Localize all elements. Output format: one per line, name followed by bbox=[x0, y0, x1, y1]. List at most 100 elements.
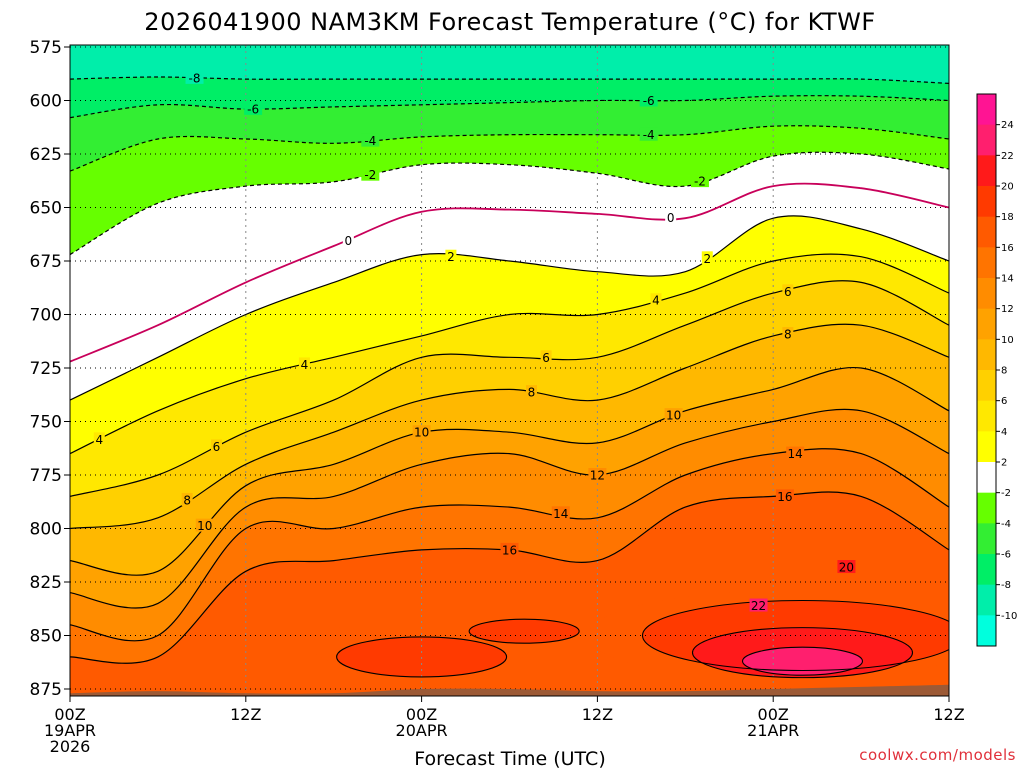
isotherm-label-bg-21 bbox=[412, 425, 431, 439]
warm-isotherm-2 bbox=[641, 599, 949, 672]
isotherm-label-9: 2 bbox=[447, 250, 455, 264]
isotherm-label-28: 20 bbox=[839, 561, 854, 575]
y-tick-label-5: 700 bbox=[30, 306, 62, 326]
y-tick-label-4: 675 bbox=[30, 252, 62, 272]
colorbar-label-3: 18 bbox=[1001, 212, 1014, 223]
isotherm-label-bg-0 bbox=[185, 70, 204, 84]
isotherm-label-20: 10 bbox=[197, 519, 212, 533]
colorbar-legend: 24 22 20 18 16 14 12 10 8 6 4 2 -2 -4 -6 -8 -10 bbox=[976, 93, 1017, 647]
isotherm-label-29: 22 bbox=[751, 599, 766, 613]
terrain-surface bbox=[70, 684, 949, 696]
colorbar-label-10: 4 bbox=[1001, 427, 1007, 438]
isotherm-label-bg-10 bbox=[701, 251, 713, 265]
isotherm-8 bbox=[70, 323, 949, 530]
isotherm-label-bg-29 bbox=[749, 598, 768, 612]
isotherm-label-bg-18 bbox=[525, 385, 537, 399]
y-tick-label-6: 725 bbox=[30, 359, 62, 379]
y-tick-label-3: 650 bbox=[30, 199, 62, 219]
isotherm--8 bbox=[70, 76, 949, 84]
isotherm-label-16: 6 bbox=[784, 285, 792, 299]
isotherm-label-4: -4 bbox=[643, 128, 655, 142]
y-tick-label-1: 600 bbox=[30, 92, 62, 112]
isotherm-label-26: 16 bbox=[502, 543, 517, 557]
isotherm-label-6: -2 bbox=[694, 175, 706, 189]
colorbar-swatch-17 bbox=[977, 615, 996, 647]
colorbar-label-15: -8 bbox=[1001, 580, 1011, 591]
isotherm-label-bg-24 bbox=[551, 506, 570, 520]
isotherm-0 bbox=[70, 182, 949, 363]
colorbar-label-8: 8 bbox=[1001, 366, 1007, 377]
isotherm-label-14: 6 bbox=[213, 440, 221, 454]
surface-ground bbox=[70, 684, 949, 696]
isotherm-label-2: -6 bbox=[643, 94, 655, 108]
x-tick-label-2: 00Z bbox=[406, 705, 437, 724]
y-tick-label-12: 875 bbox=[30, 680, 62, 700]
isotherm-label-24: 14 bbox=[553, 507, 568, 521]
x-tick-label-5: 12Z bbox=[933, 705, 964, 724]
y-tick-label-7: 750 bbox=[30, 413, 62, 433]
isotherm-label-bg-20 bbox=[195, 518, 214, 532]
colorbar-swatch-12 bbox=[977, 462, 996, 494]
isotherm-label-bg-27 bbox=[775, 489, 794, 503]
x-tick-date-4: 21APR bbox=[747, 721, 799, 740]
isotherm-label-12: 4 bbox=[301, 358, 309, 372]
isotherm--2 bbox=[70, 151, 949, 256]
isotherm-label-bg-3 bbox=[361, 133, 380, 147]
colorbar-label-9: 6 bbox=[1001, 396, 1007, 407]
colorbar-label-0: 24 bbox=[1001, 120, 1014, 131]
isotherm-label-bg-14 bbox=[211, 439, 222, 453]
y-tick-label-8: 775 bbox=[30, 466, 62, 486]
isotherm-label-25: 14 bbox=[788, 447, 803, 461]
y-tick-label-11: 850 bbox=[30, 627, 62, 647]
isotherm-label-bg-16 bbox=[782, 284, 794, 298]
isotherm-label-27: 16 bbox=[777, 490, 792, 504]
y-tick-label-9: 800 bbox=[30, 520, 62, 540]
isotherm-label-bg-7 bbox=[342, 233, 354, 247]
colorbar-swatch-2 bbox=[977, 155, 996, 187]
colorbar-swatch-11 bbox=[977, 431, 996, 463]
isotherm-label-17: 8 bbox=[183, 493, 191, 507]
colorbar-label-4: 16 bbox=[1001, 243, 1014, 254]
isotherm-label-bg-25 bbox=[786, 446, 805, 460]
isotherm-label-bg-6 bbox=[690, 174, 709, 188]
colorbar-swatch-13 bbox=[977, 492, 996, 524]
colorbar-label-2: 20 bbox=[1001, 182, 1014, 193]
colorbar-label-16: -10 bbox=[1001, 611, 1017, 622]
warm-isotherm-3 bbox=[691, 627, 914, 679]
x-tick-label-0: 00Z bbox=[54, 705, 85, 724]
isotherm-label-bg-28 bbox=[837, 560, 856, 574]
plot-frame bbox=[69, 44, 950, 697]
colorbar-label-13: -4 bbox=[1001, 519, 1011, 530]
isotherm-label-bg-1 bbox=[244, 101, 263, 115]
isotherm-label-23: 12 bbox=[590, 469, 605, 483]
x-axis-label: Forecast Time (UTC) bbox=[414, 748, 605, 768]
isotherm-label-19: 8 bbox=[784, 328, 792, 342]
isotherm-label-bg-11 bbox=[93, 432, 105, 446]
isotherm--6 bbox=[70, 95, 949, 119]
isotherm-label-bg-12 bbox=[298, 357, 310, 371]
isotherm-label-7: 0 bbox=[345, 234, 353, 248]
colorbar-swatch-1 bbox=[977, 124, 996, 156]
warm-isotherm-0 bbox=[336, 636, 508, 678]
colorbar-label-11: 2 bbox=[1001, 458, 1007, 469]
x-tick-label-1: 12Z bbox=[230, 705, 261, 724]
isotherm-label-bg-9 bbox=[445, 249, 457, 263]
x-tick-label-4: 00Z bbox=[758, 705, 789, 724]
colorbar-label-1: 22 bbox=[1001, 151, 1014, 162]
colorbar-swatch-8 bbox=[977, 339, 996, 371]
isotherm-label-bg-4 bbox=[639, 127, 658, 141]
isotherm-label-bg-5 bbox=[361, 167, 380, 181]
isotherm-label-bg-2 bbox=[639, 93, 658, 107]
colorbar-label-6: 12 bbox=[1001, 304, 1014, 315]
chart-title: 2026041900 NAM3KM Forecast Temperature (… bbox=[144, 8, 875, 36]
warm-isotherm-1 bbox=[468, 618, 580, 644]
x-tick-label-3: 12Z bbox=[582, 705, 613, 724]
isotherm-label-8: 0 bbox=[667, 211, 675, 225]
colorbar-label-12: -2 bbox=[1001, 488, 1011, 499]
y-tick-label-10: 825 bbox=[30, 573, 62, 593]
warm-core-6 bbox=[742, 647, 863, 676]
isotherm--4 bbox=[70, 125, 949, 172]
colorbar-swatch-4 bbox=[977, 216, 996, 248]
